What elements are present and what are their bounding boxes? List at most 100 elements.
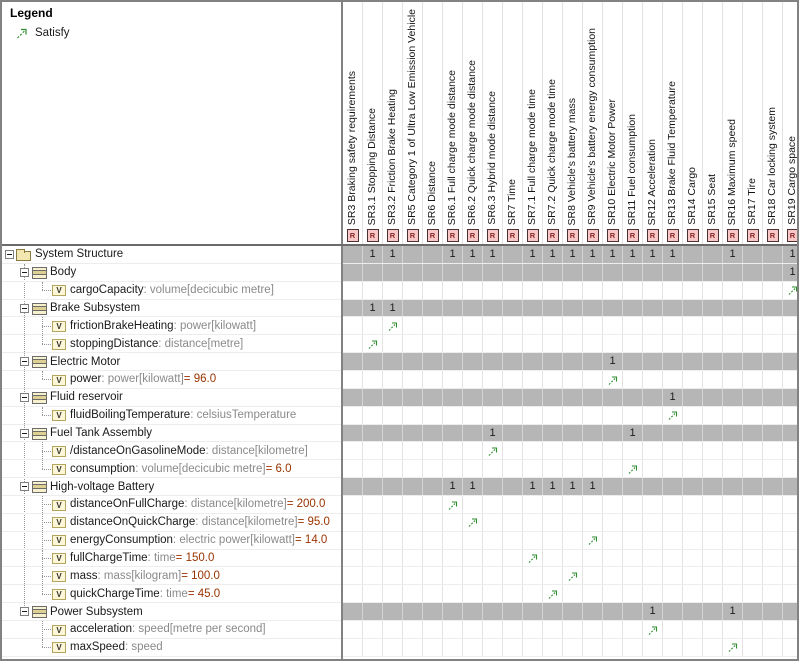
matrix-cell[interactable] bbox=[683, 549, 703, 567]
matrix-cell[interactable] bbox=[463, 513, 483, 531]
matrix-cell[interactable] bbox=[743, 246, 763, 263]
matrix-cell[interactable] bbox=[583, 549, 603, 567]
matrix-cell[interactable] bbox=[623, 549, 643, 567]
matrix-cell[interactable] bbox=[603, 317, 623, 335]
matrix-cell[interactable] bbox=[783, 550, 797, 567]
matrix-cell[interactable] bbox=[723, 621, 743, 638]
matrix-cell[interactable] bbox=[763, 496, 783, 513]
matrix-cell[interactable] bbox=[363, 638, 383, 656]
matrix-cell[interactable] bbox=[723, 371, 743, 388]
matrix-cell[interactable]: 1 bbox=[723, 603, 743, 621]
matrix-cell[interactable] bbox=[563, 335, 583, 353]
matrix-cell[interactable] bbox=[403, 460, 423, 478]
matrix-cell[interactable] bbox=[403, 335, 423, 353]
matrix-cell[interactable] bbox=[663, 531, 683, 549]
matrix-cell[interactable] bbox=[343, 424, 363, 442]
matrix-cell[interactable] bbox=[783, 478, 797, 496]
matrix-cell[interactable] bbox=[343, 513, 363, 531]
matrix-cell[interactable] bbox=[623, 353, 643, 371]
matrix-cell[interactable] bbox=[563, 567, 583, 585]
matrix-cell[interactable] bbox=[703, 460, 723, 478]
matrix-cell[interactable]: 1 bbox=[483, 424, 503, 442]
matrix-cell[interactable] bbox=[523, 353, 543, 371]
matrix-cell[interactable] bbox=[683, 281, 703, 299]
matrix-cell[interactable] bbox=[663, 496, 683, 513]
column-header[interactable]: SR12 Acceleration R bbox=[643, 2, 663, 244]
matrix-cell[interactable] bbox=[563, 424, 583, 442]
tree-row[interactable]: Fuel Tank Assembly bbox=[2, 425, 341, 443]
matrix-cell[interactable] bbox=[343, 246, 363, 263]
matrix-cell[interactable] bbox=[563, 263, 583, 281]
matrix-cell[interactable] bbox=[643, 406, 663, 424]
matrix-cell[interactable] bbox=[563, 442, 583, 460]
matrix-cell[interactable] bbox=[743, 335, 763, 353]
matrix-cell[interactable] bbox=[563, 406, 583, 424]
matrix-cell[interactable] bbox=[743, 388, 763, 406]
column-header[interactable]: SR6.2 Quick charge mode distance R bbox=[463, 2, 483, 244]
matrix-cell[interactable]: 1 bbox=[543, 246, 563, 263]
matrix-cell[interactable] bbox=[583, 531, 603, 549]
matrix-cell[interactable] bbox=[503, 406, 523, 424]
tree-row[interactable]: Vmassmass[kilogram]100.0 bbox=[2, 567, 341, 586]
matrix-cell[interactable] bbox=[523, 603, 543, 621]
matrix-cell[interactable] bbox=[503, 478, 523, 496]
matrix-cell[interactable] bbox=[443, 603, 463, 621]
matrix-cell[interactable] bbox=[643, 585, 663, 603]
matrix-cell[interactable] bbox=[563, 531, 583, 549]
matrix-cell[interactable] bbox=[783, 496, 797, 513]
matrix-cell[interactable] bbox=[743, 317, 763, 335]
matrix-cell[interactable] bbox=[723, 549, 743, 567]
matrix-cell[interactable] bbox=[403, 406, 423, 424]
matrix-cell[interactable] bbox=[543, 353, 563, 371]
matrix-cell[interactable] bbox=[683, 585, 703, 603]
matrix-cell[interactable] bbox=[503, 281, 523, 299]
matrix-cell[interactable] bbox=[383, 585, 403, 603]
column-header[interactable]: SR7.1 Full charge mode time R bbox=[523, 2, 543, 244]
matrix-cell[interactable] bbox=[703, 478, 723, 496]
matrix-cell[interactable] bbox=[683, 246, 703, 263]
matrix-cell[interactable] bbox=[763, 371, 783, 388]
matrix-cell[interactable] bbox=[743, 281, 763, 299]
matrix-cell[interactable] bbox=[743, 549, 763, 567]
collapse-expander-icon[interactable] bbox=[20, 482, 29, 492]
matrix-cell[interactable] bbox=[423, 460, 443, 478]
matrix-cell[interactable]: 1 bbox=[583, 478, 603, 496]
matrix-cell[interactable] bbox=[583, 567, 603, 585]
tree-row[interactable]: High-voltage Battery bbox=[2, 478, 341, 497]
matrix-cell[interactable] bbox=[583, 424, 603, 442]
matrix-cell[interactable] bbox=[583, 603, 603, 621]
tree-row[interactable]: VfullChargeTimetime150.0 bbox=[2, 549, 341, 568]
matrix-cell[interactable] bbox=[423, 263, 443, 281]
matrix-cell[interactable] bbox=[543, 638, 563, 656]
matrix-cell[interactable] bbox=[743, 460, 763, 478]
matrix-cell[interactable] bbox=[783, 514, 797, 531]
matrix-cell[interactable] bbox=[603, 531, 623, 549]
matrix-cell[interactable] bbox=[423, 246, 443, 263]
matrix-cell[interactable] bbox=[443, 371, 463, 388]
matrix-cell[interactable] bbox=[663, 567, 683, 585]
matrix-cell[interactable] bbox=[463, 638, 483, 656]
matrix-cell[interactable] bbox=[523, 531, 543, 549]
matrix-cell[interactable]: 1 bbox=[783, 263, 797, 281]
matrix-cell[interactable] bbox=[783, 353, 797, 371]
column-header[interactable]: SR14 Cargo R bbox=[683, 2, 703, 244]
matrix-cell[interactable] bbox=[503, 317, 523, 335]
matrix-cell[interactable] bbox=[423, 496, 443, 513]
matrix-cell[interactable] bbox=[463, 585, 483, 603]
matrix-cell[interactable] bbox=[783, 424, 797, 442]
matrix-cell[interactable] bbox=[743, 638, 763, 656]
column-header[interactable]: SR7 Time R bbox=[503, 2, 523, 244]
matrix-cell[interactable] bbox=[363, 531, 383, 549]
matrix-cell[interactable] bbox=[663, 424, 683, 442]
matrix-cell[interactable] bbox=[703, 513, 723, 531]
matrix-cell[interactable] bbox=[543, 335, 563, 353]
matrix-cell[interactable] bbox=[543, 424, 563, 442]
matrix-cell[interactable] bbox=[523, 335, 543, 353]
matrix-cell[interactable] bbox=[683, 263, 703, 281]
matrix-cell[interactable] bbox=[583, 335, 603, 353]
matrix-cell[interactable] bbox=[683, 335, 703, 353]
matrix-cell[interactable] bbox=[503, 442, 523, 460]
matrix-cell[interactable] bbox=[403, 424, 423, 442]
tree-row[interactable]: Body bbox=[2, 264, 341, 282]
matrix-cell[interactable] bbox=[583, 460, 603, 478]
